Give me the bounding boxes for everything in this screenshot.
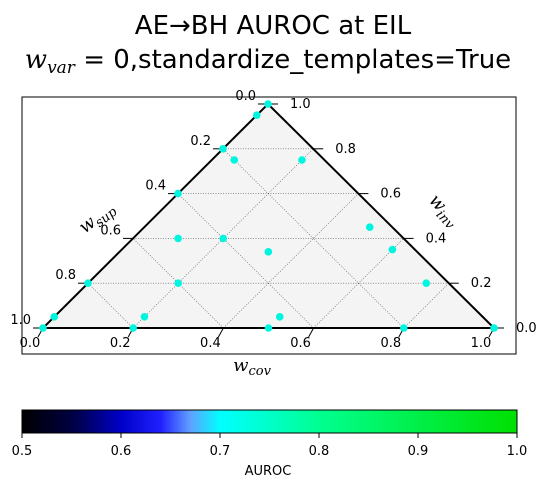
tick-label-cov: 1.0 [471,336,492,351]
data-point [490,324,498,332]
tick-label-sup: 0.4 [145,179,166,194]
data-point [253,111,261,119]
tick-label-cov: 0.6 [290,336,311,351]
tick-label-sup: 1.0 [10,313,31,328]
data-point [39,324,47,332]
tick-label-cov: 0.2 [110,336,131,351]
data-point [265,324,273,332]
tick-label-sup: 0.8 [55,268,76,283]
colorbar-tick-label: 0.5 [12,444,33,459]
colorbar-label: AUROC [245,464,292,479]
colorbar [22,410,517,433]
tick-label-inv: 0.0 [516,321,537,336]
colorbar-tick-label: 0.8 [309,444,330,459]
tick-label-inv: 0.2 [471,276,492,291]
data-point [50,313,58,321]
colorbar-ticks: 0.5 0.6 0.7 0.8 0.9 1.0 [12,433,528,459]
data-point [389,246,397,254]
tick-label-sup: 0.0 [235,89,256,104]
data-point [276,313,284,321]
tick-label-cov: 0.8 [380,336,401,351]
data-point [219,235,227,243]
tick-label-inv: 0.8 [335,142,356,157]
data-point [264,100,272,108]
data-point [422,279,430,287]
tick-label-cov: 0.4 [200,336,221,351]
tick-label-inv: 0.4 [426,231,447,246]
data-point [174,235,182,243]
axis-label-cov: wcov [233,355,272,379]
data-point [231,156,239,164]
data-point [84,279,92,287]
data-point [400,324,408,332]
data-point [265,248,273,256]
colorbar-tick-label: 0.6 [111,444,132,459]
data-point [174,279,182,287]
data-point [298,156,306,164]
chart-title-line2: wvar = 0,standardize_templates=True [25,45,511,78]
data-point [366,223,374,231]
data-point [129,324,137,332]
colorbar-tick-label: 1.0 [507,444,528,459]
chart-title-line1: AE→BH AUROC at EIL [135,11,412,41]
colorbar-tick-label: 0.7 [210,444,231,459]
tick-label-inv: 0.6 [380,187,401,202]
data-point [174,190,182,198]
colorbar-tick-label: 0.9 [408,444,429,459]
tick-label-sup: 0.2 [190,134,211,149]
tick-label-cov: 0.0 [20,336,41,351]
tick-label-inv: 1.0 [290,97,311,112]
data-point [219,145,227,153]
data-point [141,313,149,321]
